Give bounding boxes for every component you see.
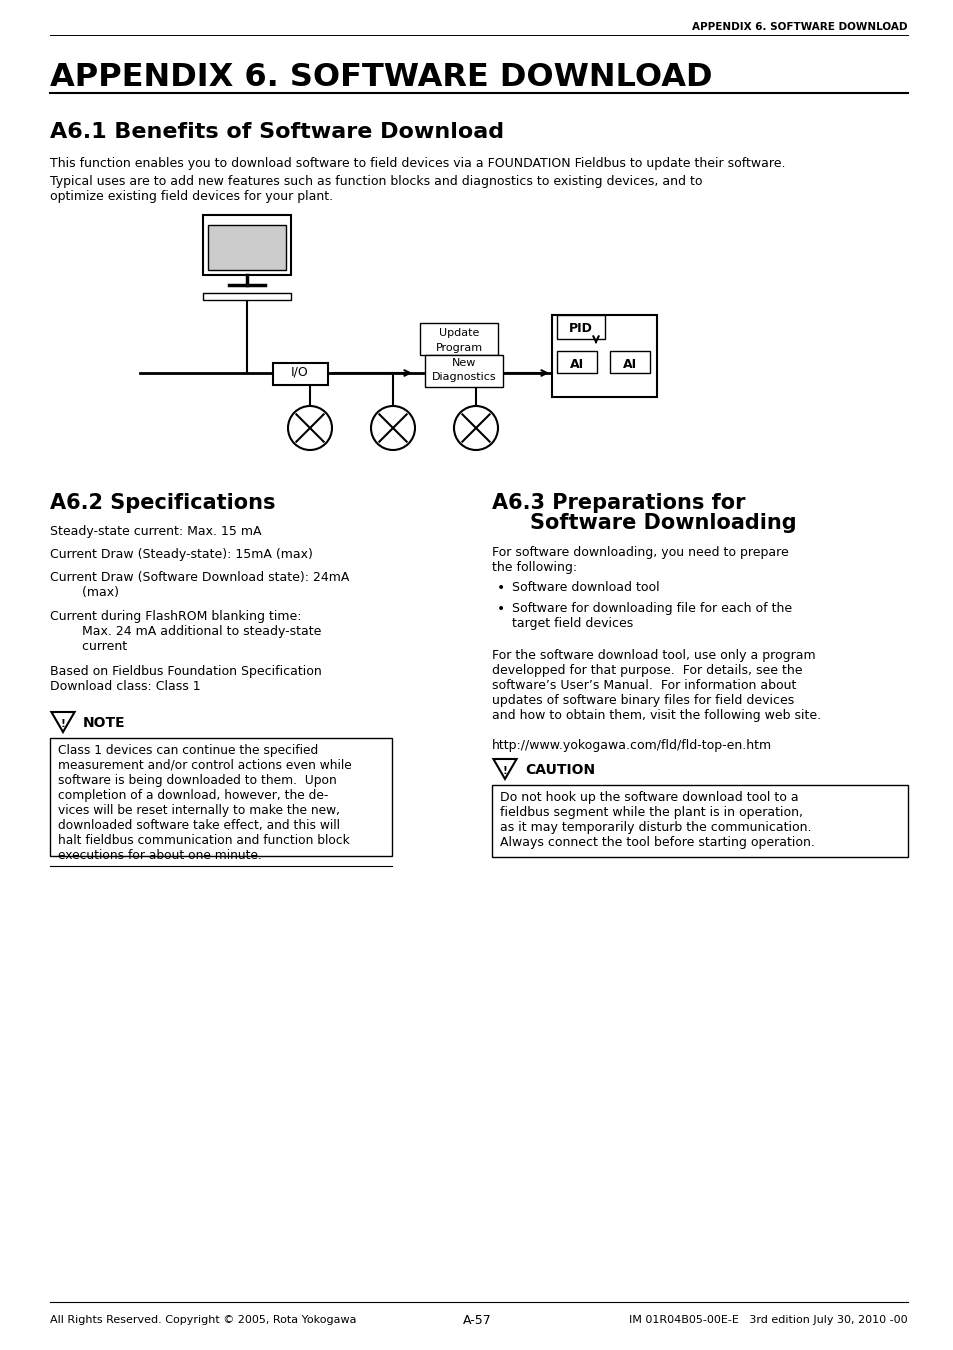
Bar: [273, 363, 328, 385]
Text: Current Draw (Steady-state): 15mA (max): Current Draw (Steady-state): 15mA (max): [50, 548, 313, 562]
Bar: [609, 351, 649, 373]
Text: IM 01R04B05-00E-E   3rd edition July 30, 2010 -00: IM 01R04B05-00E-E 3rd edition July 30, 2…: [629, 1315, 907, 1324]
Polygon shape: [51, 711, 74, 732]
Text: AI: AI: [622, 358, 637, 370]
Bar: [552, 315, 657, 397]
Text: APPENDIX 6. SOFTWARE DOWNLOAD: APPENDIX 6. SOFTWARE DOWNLOAD: [692, 22, 907, 32]
Text: http://www.yokogawa.com/fld/fld-top-en.htm: http://www.yokogawa.com/fld/fld-top-en.h…: [492, 738, 771, 752]
Text: CAUTION: CAUTION: [524, 763, 595, 778]
Bar: [203, 293, 291, 300]
Bar: [208, 225, 286, 270]
Bar: [557, 351, 597, 373]
Text: !: !: [502, 767, 507, 776]
Text: Current during FlashROM blanking time:
        Max. 24 mA additional to steady-s: Current during FlashROM blanking time: M…: [50, 610, 321, 653]
Text: !: !: [60, 720, 66, 729]
Circle shape: [371, 406, 415, 450]
Text: •: •: [497, 580, 505, 595]
Text: •: •: [497, 602, 505, 616]
Bar: [50, 738, 392, 856]
Text: For the software download tool, use only a program
developped for that purpose. : For the software download tool, use only…: [492, 649, 821, 722]
Text: Update: Update: [438, 328, 478, 338]
Text: AI: AI: [569, 358, 583, 370]
Text: This function enables you to download software to field devices via a FOUNDATION: This function enables you to download so…: [50, 157, 784, 170]
Text: Software Downloading: Software Downloading: [530, 513, 796, 533]
Text: APPENDIX 6. SOFTWARE DOWNLOAD: APPENDIX 6. SOFTWARE DOWNLOAD: [50, 62, 712, 93]
Text: Class 1 devices can continue the specified
measurement and/or control actions ev: Class 1 devices can continue the specifi…: [58, 744, 352, 863]
Text: New: New: [452, 358, 476, 369]
Text: I/O: I/O: [291, 366, 309, 378]
Bar: [424, 355, 502, 387]
Circle shape: [454, 406, 497, 450]
Text: PID: PID: [569, 323, 593, 336]
Text: For software downloading, you need to prepare
the following:: For software downloading, you need to pr…: [492, 545, 788, 574]
Text: Program: Program: [435, 343, 482, 352]
Text: All Rights Reserved. Copyright © 2005, Rota Yokogawa: All Rights Reserved. Copyright © 2005, R…: [50, 1315, 356, 1324]
Circle shape: [288, 406, 332, 450]
Text: A6.2 Specifications: A6.2 Specifications: [50, 493, 275, 513]
Text: Do not hook up the software download tool to a
fieldbus segment while the plant : Do not hook up the software download too…: [499, 791, 814, 849]
Text: Software download tool: Software download tool: [512, 580, 659, 594]
Text: A-57: A-57: [462, 1314, 491, 1327]
Bar: [557, 315, 604, 339]
Text: Typical uses are to add new features such as function blocks and diagnostics to : Typical uses are to add new features suc…: [50, 176, 701, 202]
Bar: [492, 784, 907, 857]
Text: Based on Fieldbus Foundation Specification
Download class: Class 1: Based on Fieldbus Foundation Specificati…: [50, 666, 321, 693]
Text: Current Draw (Software Download state): 24mA
        (max): Current Draw (Software Download state): …: [50, 571, 349, 599]
Bar: [203, 215, 291, 275]
Text: A6.1 Benefits of Software Download: A6.1 Benefits of Software Download: [50, 122, 503, 142]
Text: A6.3 Preparations for: A6.3 Preparations for: [492, 493, 744, 513]
Text: Software for downloading file for each of the
target field devices: Software for downloading file for each o…: [512, 602, 791, 630]
Text: NOTE: NOTE: [83, 716, 126, 730]
Text: Diagnostics: Diagnostics: [432, 373, 496, 382]
Text: Steady-state current: Max. 15 mA: Steady-state current: Max. 15 mA: [50, 525, 261, 539]
Bar: [419, 323, 497, 355]
Polygon shape: [493, 759, 517, 779]
